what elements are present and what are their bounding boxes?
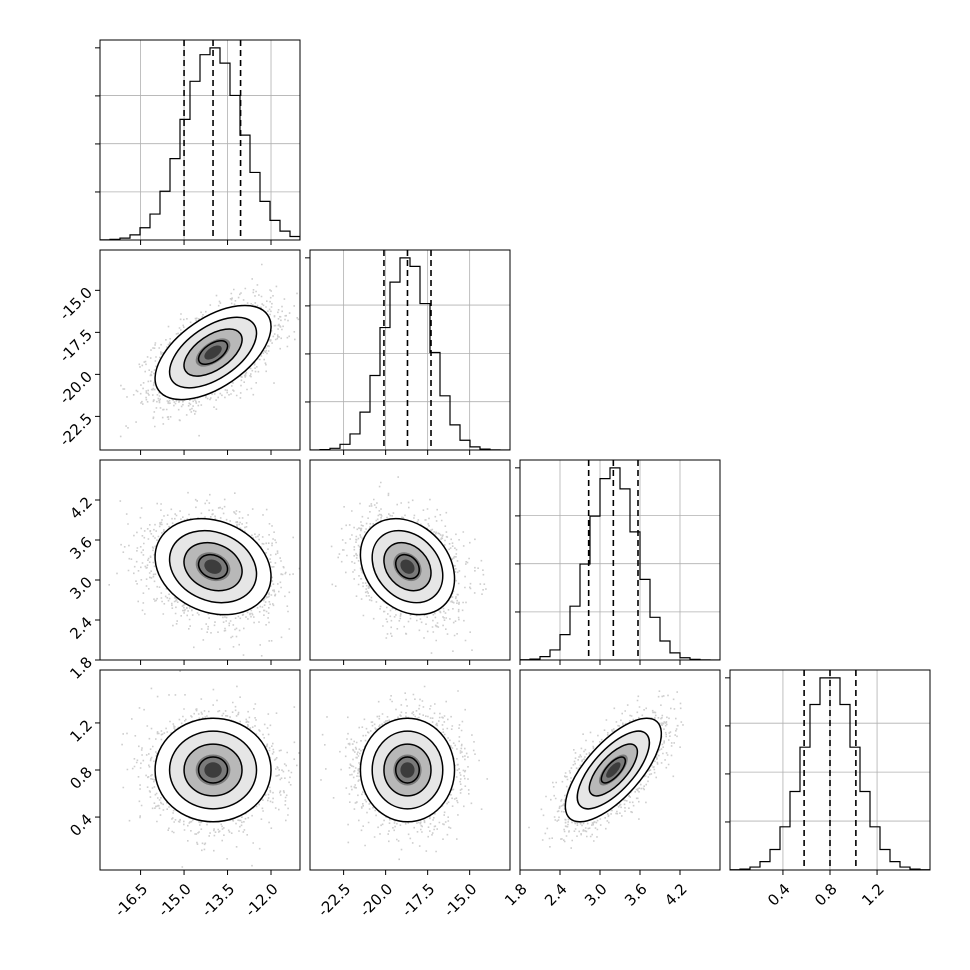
x-tick-label: 3.0 (581, 880, 611, 910)
panel-3-0 (121, 670, 300, 868)
density-fill (204, 345, 222, 360)
y-tick-label: -15.0 (56, 284, 96, 324)
contour-line (168, 529, 258, 604)
y-tick-label: 0.4 (66, 810, 96, 840)
panel-frame (309, 249, 511, 451)
density-fill (400, 762, 415, 778)
contour-line (183, 328, 243, 377)
contour-line (359, 517, 456, 616)
x-tick-label: -17.5 (398, 880, 438, 920)
contour-line (168, 730, 258, 810)
density-fill (204, 762, 222, 778)
panel-frame (99, 249, 301, 451)
contour-line (183, 541, 243, 592)
contour-line (183, 743, 243, 797)
contour-line (576, 730, 651, 810)
contour-line (371, 529, 444, 604)
contour-line (154, 304, 272, 401)
panel-frame (309, 459, 511, 661)
contour-line (197, 756, 229, 784)
density-fill (606, 762, 621, 778)
contour-line (359, 717, 456, 823)
panel-0-0 (100, 40, 300, 240)
x-tick-label: -15.0 (155, 880, 195, 920)
panel-frame (309, 669, 511, 871)
histogram-bar (100, 47, 300, 240)
panel-1-0 (119, 263, 300, 438)
y-tick-label: -22.5 (56, 410, 96, 450)
panel-3-2 (528, 690, 684, 849)
contour-line (383, 541, 432, 592)
contour-line (197, 340, 229, 366)
histogram-bar (520, 467, 720, 660)
contour-line (564, 717, 663, 823)
x-tick-label: -22.5 (314, 880, 354, 920)
y-tick-label: -17.5 (56, 326, 96, 366)
y-tick-label: 4.2 (66, 493, 96, 523)
x-tick-label: 4.2 (661, 880, 691, 910)
y-tick-label: 1.2 (66, 716, 96, 746)
panel-2-0 (108, 491, 300, 657)
density-fill (400, 559, 415, 574)
x-tick-label: 1.2 (858, 880, 888, 910)
density-fill (204, 559, 222, 574)
panel-3-3 (730, 670, 930, 870)
x-tick-label: -12.0 (242, 880, 282, 920)
contour-line (371, 730, 444, 810)
x-tick-label: 0.8 (811, 880, 841, 910)
panel-frame (99, 39, 301, 241)
contour-line (154, 517, 272, 616)
x-tick-label: -16.5 (111, 880, 151, 920)
y-tick-label: 3.0 (66, 573, 96, 603)
histogram-bar (730, 677, 930, 870)
panel-3-1 (320, 685, 488, 861)
y-tick-label: -20.0 (56, 368, 96, 408)
contour-line (383, 743, 432, 797)
x-tick-label: 2.4 (541, 880, 571, 910)
contour-line (168, 316, 258, 389)
x-tick-label: 1.8 (501, 880, 531, 910)
contour-line (394, 756, 420, 784)
panel-frame (519, 459, 721, 661)
y-tick-label: 1.8 (66, 653, 96, 683)
x-tick-label: -20.0 (356, 880, 396, 920)
panel-2-2 (520, 460, 720, 660)
contour-line (588, 743, 639, 797)
y-tick-label: 0.8 (66, 763, 96, 793)
contour-line (197, 553, 229, 580)
contour-line (600, 756, 627, 784)
panel-frame (99, 459, 301, 661)
x-tick-label: 0.4 (764, 880, 794, 910)
panel-2-1 (330, 476, 487, 654)
x-tick-label: -13.5 (198, 880, 238, 920)
panel-frame (519, 669, 721, 871)
contour-line (154, 717, 272, 823)
y-tick-label: 3.6 (66, 533, 96, 563)
x-tick-label: -15.0 (440, 880, 480, 920)
panel-1-1 (310, 250, 510, 450)
x-tick-label: 3.6 (621, 880, 651, 910)
contour-line (394, 553, 420, 580)
y-tick-label: 2.4 (66, 613, 96, 643)
histogram-bar (310, 257, 510, 450)
